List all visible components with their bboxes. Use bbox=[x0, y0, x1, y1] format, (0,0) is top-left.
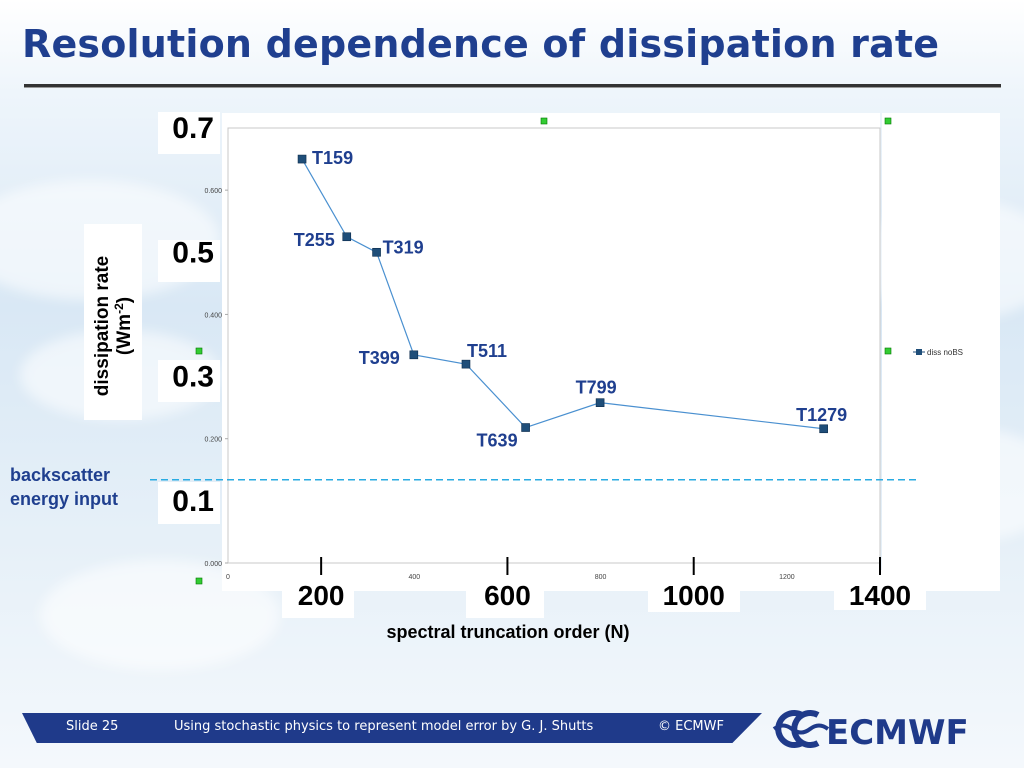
data-point-label: T511 bbox=[467, 341, 507, 361]
plot-frame bbox=[227, 127, 881, 564]
y-tick-label: 0.200 bbox=[204, 437, 222, 444]
big-x-tick-label: 600 bbox=[484, 580, 531, 611]
selection-handle bbox=[195, 347, 203, 355]
selection-handle bbox=[540, 117, 548, 125]
legend-marker bbox=[916, 349, 922, 355]
big-y-tick-label: 0.3 bbox=[172, 361, 214, 394]
data-point bbox=[372, 247, 381, 257]
data-point-label: T639 bbox=[477, 431, 518, 451]
data-point bbox=[297, 154, 307, 164]
data-point bbox=[409, 350, 419, 360]
reference-line-label-2: energy input bbox=[10, 489, 118, 509]
x-tick-label: 800 bbox=[595, 574, 607, 581]
y-axis-units-close: ) bbox=[114, 297, 135, 303]
legend-area-background bbox=[882, 113, 1000, 591]
big-tick-box bbox=[158, 240, 220, 282]
big-tick-box bbox=[648, 572, 740, 612]
big-y-tick-label: 0.1 bbox=[172, 485, 214, 518]
big-tick-box bbox=[282, 576, 354, 618]
y-axis-units-open: (Wm bbox=[114, 314, 135, 355]
ylabel-box bbox=[84, 224, 142, 420]
big-y-tick-label: 0.5 bbox=[172, 236, 214, 269]
data-point-label: T799 bbox=[576, 378, 617, 398]
reference-line-label: backscatter bbox=[10, 465, 110, 485]
data-point-label: T159 bbox=[312, 148, 353, 168]
x-tick-label: 1200 bbox=[779, 574, 795, 581]
ecmwf-logo: ECMWF bbox=[772, 710, 969, 752]
series-line bbox=[301, 158, 824, 430]
big-x-tick-label: 1400 bbox=[849, 580, 911, 611]
data-point bbox=[819, 424, 828, 434]
y-axis-title: dissipation rate bbox=[92, 256, 113, 396]
footer-copyright: © ECMWF bbox=[658, 719, 724, 734]
big-tick-box bbox=[158, 112, 220, 154]
big-tick-box bbox=[834, 570, 926, 610]
slide-title: Resolution dependence of dissipation rat… bbox=[22, 22, 940, 66]
data-point bbox=[595, 398, 605, 407]
ecmwf-logo-text: ECMWF bbox=[826, 713, 969, 752]
y-tick-label: 0.400 bbox=[204, 312, 222, 319]
footer-caption: Using stochastic physics to represent mo… bbox=[174, 719, 594, 734]
data-point-label: T255 bbox=[294, 230, 335, 250]
footer-band bbox=[22, 713, 762, 743]
slide-number: Slide 25 bbox=[66, 719, 119, 734]
y-tick-label: 0.600 bbox=[204, 188, 222, 195]
big-y-tick-label: 0.7 bbox=[172, 112, 214, 145]
x-axis-title: spectral truncation order (N) bbox=[386, 622, 629, 642]
data-point-label: T319 bbox=[383, 237, 424, 257]
data-point bbox=[342, 232, 352, 242]
selection-handle bbox=[195, 577, 203, 585]
title-divider bbox=[24, 84, 1001, 87]
data-point-label: T399 bbox=[359, 348, 400, 368]
data-point bbox=[521, 423, 530, 432]
big-x-tick-label: 200 bbox=[298, 580, 345, 611]
chart-background bbox=[222, 113, 880, 591]
x-tick-label: 400 bbox=[408, 574, 420, 581]
y-axis-units: (Wm-2) bbox=[112, 297, 135, 355]
x-tick-label: 0 bbox=[226, 574, 230, 581]
legend-label: diss noBS bbox=[927, 348, 963, 357]
y-tick-label: 0.000 bbox=[204, 561, 222, 568]
big-tick-box bbox=[158, 482, 220, 524]
y-axis-units-sup: -2 bbox=[112, 303, 126, 314]
data-point-label: T1279 bbox=[796, 405, 847, 425]
big-tick-box bbox=[466, 576, 544, 618]
dissipation-chart: 0.000 0.200 0.400 0.600 0 400 800 1200 T159 T255… bbox=[10, 112, 1000, 642]
data-point bbox=[461, 359, 471, 369]
big-tick-box bbox=[158, 360, 220, 402]
selection-handle bbox=[884, 117, 892, 125]
big-x-tick-label: 1000 bbox=[663, 580, 725, 611]
selection-handle bbox=[884, 347, 892, 355]
